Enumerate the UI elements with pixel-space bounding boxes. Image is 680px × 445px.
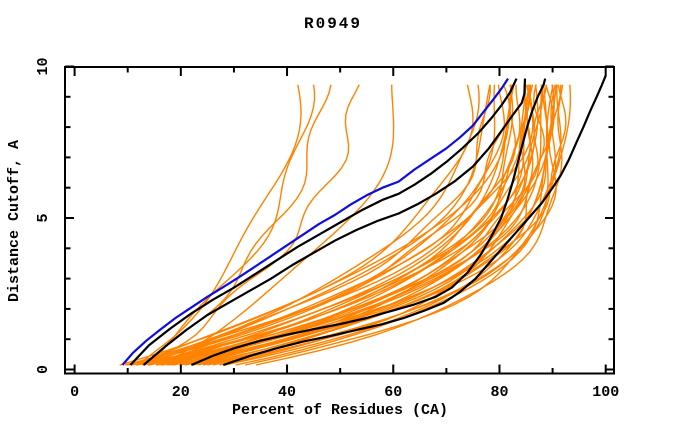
x-tick-label: 80 (490, 384, 508, 401)
curve-area (119, 75, 607, 367)
x-tick-label: 40 (278, 384, 296, 401)
tick-labels: 0 20 40 60 80 100 0 5 10 (35, 57, 619, 401)
x-tick-label: 0 (70, 384, 79, 401)
y-tick-label: 0 (35, 365, 52, 374)
x-tick-label: 20 (172, 384, 190, 401)
chart-title: R0949 (304, 15, 362, 33)
y-axis-label: Distance Cutoff, A (6, 140, 23, 302)
y-tick-label: 10 (35, 57, 52, 75)
plot-frame (64, 65, 615, 375)
x-axis-label: Percent of Residues (CA) (232, 402, 448, 419)
x-tick-label: 60 (384, 384, 402, 401)
y-tick-label: 5 (35, 213, 52, 222)
x-tick-label: 100 (592, 384, 619, 401)
